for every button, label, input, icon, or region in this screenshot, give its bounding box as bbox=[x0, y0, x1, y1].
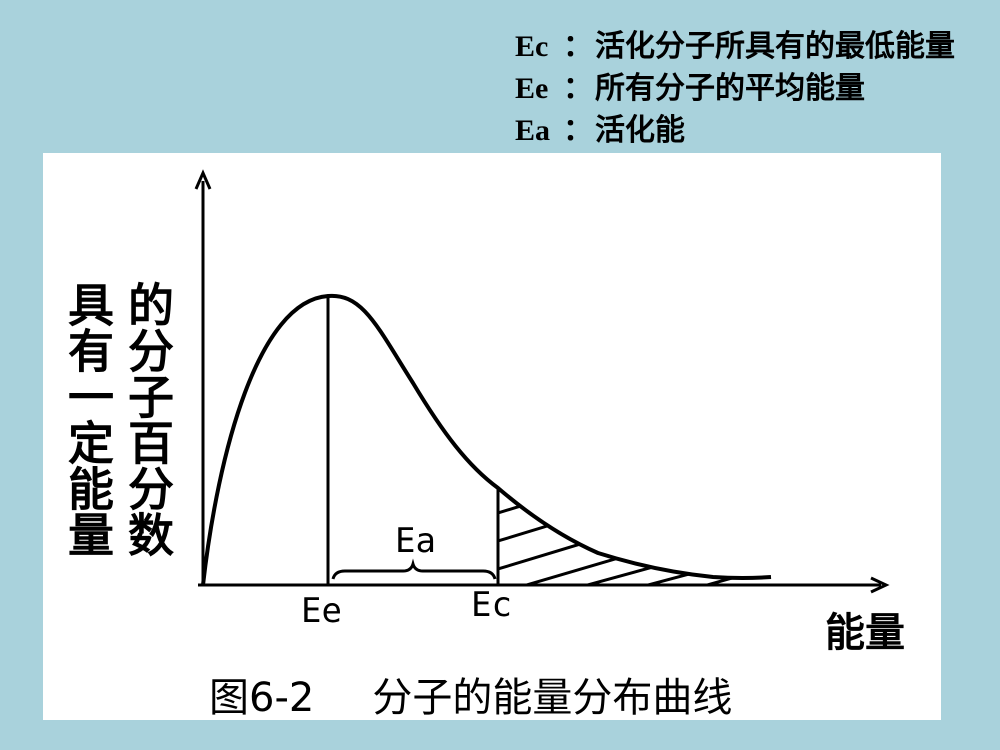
legend-separator: ： bbox=[563, 72, 593, 105]
legend-description: 活化能 bbox=[595, 114, 685, 147]
legend-row-ea: Ea ：活化能 bbox=[515, 110, 955, 152]
legend-term: Ea bbox=[515, 114, 551, 147]
legend-term: Ee bbox=[515, 72, 549, 105]
hatched-tail-area bbox=[498, 491, 771, 585]
figure-number: 图6-2 bbox=[209, 675, 315, 721]
ee-tick-label: Ee bbox=[301, 591, 342, 631]
legend-term: Ec bbox=[515, 30, 549, 63]
legend-separator: ： bbox=[563, 30, 593, 63]
legend-row-ee: Ee ：所有分子的平均能量 bbox=[515, 68, 955, 110]
y-axis-label-part2: 的分子百分数 bbox=[121, 281, 175, 557]
legend-separator: ： bbox=[563, 114, 593, 147]
x-axis-arrowhead bbox=[870, 576, 890, 594]
distribution-curve bbox=[201, 293, 772, 586]
diagram-panel: 具有一定能量 的分子百分数 Ea Ee Ec 能量 图6-2 分子的能量分布曲线 bbox=[43, 153, 941, 723]
ec-tick-label: Ec bbox=[471, 585, 512, 625]
figure-caption: 图6-2 分子的能量分布曲线 bbox=[209, 665, 732, 723]
distribution-diagram bbox=[194, 169, 890, 594]
figure-title: 分子的能量分布曲线 bbox=[372, 675, 733, 721]
legend: Ec ：活化分子所具有的最低能量 Ee ：所有分子的平均能量 Ea ：活化能 bbox=[515, 26, 955, 152]
legend-description: 所有分子的平均能量 bbox=[595, 72, 865, 105]
legend-description: 活化分子所具有的最低能量 bbox=[595, 30, 955, 63]
x-axis-label: 能量 bbox=[825, 610, 905, 656]
ea-label: Ea bbox=[395, 521, 436, 561]
legend-row-ec: Ec ：活化分子所具有的最低能量 bbox=[515, 26, 955, 68]
ea-brace bbox=[331, 558, 497, 580]
y-axis-label-part1: 具有一定能量 bbox=[61, 281, 115, 557]
y-axis-arrowhead bbox=[194, 169, 212, 190]
